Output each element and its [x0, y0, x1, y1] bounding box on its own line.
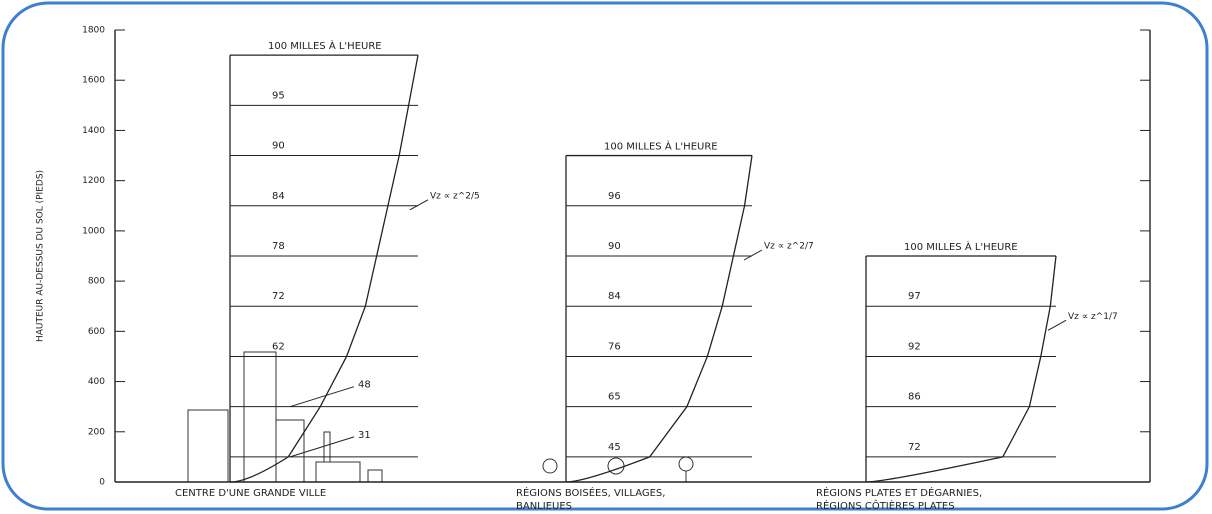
level-speed: 84 — [272, 191, 285, 202]
x-category-label: RÉGIONS CÔTIÈRES PLATES — [816, 499, 955, 512]
y-tick-label: 1000 — [82, 226, 105, 236]
level-speed: 72 — [908, 442, 921, 453]
curve-cap — [1049, 255, 1057, 307]
y-tick-label: 400 — [88, 377, 105, 387]
x-category-label: BANLIEUES — [516, 501, 572, 512]
level-speed: 84 — [608, 291, 621, 302]
formula-leader — [743, 249, 763, 261]
curve-cap — [743, 155, 753, 206]
curve-base — [865, 456, 1003, 483]
y-tick-label: 200 — [88, 427, 105, 437]
y-tick-label: 800 — [88, 277, 105, 287]
level-speed: 95 — [272, 90, 285, 101]
level-speed: 97 — [908, 291, 921, 302]
profile-curve — [649, 205, 746, 458]
curve-cap — [407, 54, 419, 106]
buildings — [187, 351, 694, 483]
x-category-label: RÉGIONS BOISÉES, VILLAGES, — [516, 486, 665, 499]
y-axis-label: HAUTEUR AU-DESSUS DU SOL (PIEDS) — [36, 170, 46, 342]
curve-base — [565, 456, 650, 483]
profile-curve — [1002, 306, 1051, 458]
level-speed: 92 — [908, 341, 921, 352]
level-speed: 76 — [608, 341, 621, 352]
callout — [289, 386, 355, 408]
panel-title: 100 MILLES À L'HEURE — [904, 240, 1018, 253]
level-speed: 90 — [272, 141, 285, 152]
y-tick-label: 1400 — [82, 126, 105, 136]
curve-base — [229, 456, 289, 483]
formula: Vz ∝ z^2/5 — [430, 191, 480, 201]
panel-title: 100 MILLES À L'HEURE — [604, 140, 718, 153]
x-category-label: RÉGIONS PLATES ET DÉGARNIES, — [816, 486, 982, 499]
formula: Vz ∝ z^2/7 — [764, 242, 814, 252]
x-category-label: CENTRE D'UNE GRANDE VILLE — [175, 488, 326, 499]
formula-leader — [409, 199, 429, 211]
formula: Vz ∝ z^1/7 — [1068, 312, 1118, 322]
level-speed: 65 — [608, 392, 621, 403]
level-speed: 90 — [608, 241, 621, 252]
level-speed: 86 — [908, 392, 921, 403]
y-tick-label: 1800 — [82, 26, 105, 36]
formula-leader — [1047, 319, 1067, 331]
y-tick-label: 600 — [88, 327, 105, 337]
profile-curve — [287, 105, 410, 458]
level-speed: 62 — [272, 341, 285, 352]
level-speed: 72 — [272, 291, 285, 302]
level-speed: 48 — [358, 380, 371, 391]
y-tick-label: 1200 — [82, 176, 105, 186]
level-speed: 45 — [608, 442, 621, 453]
y-tick-label: 1600 — [82, 76, 105, 86]
level-speed: 78 — [272, 241, 285, 252]
level-speed: 96 — [608, 191, 621, 202]
y-tick-label: 0 — [99, 478, 105, 488]
panel-title: 100 MILLES À L'HEURE — [268, 39, 382, 52]
level-speed: 31 — [358, 430, 371, 441]
callout — [289, 436, 355, 458]
